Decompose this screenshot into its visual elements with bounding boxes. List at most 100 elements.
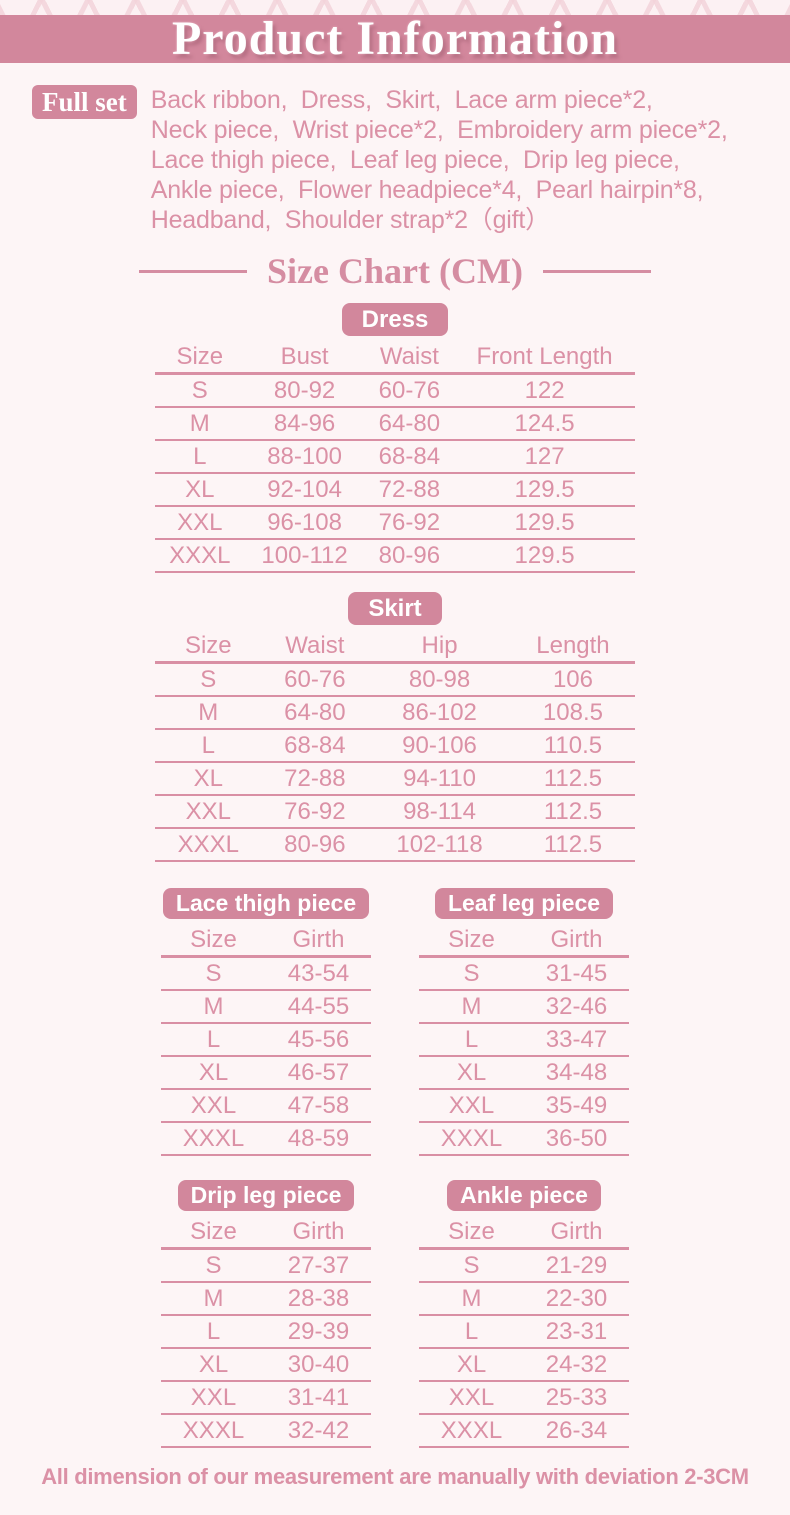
ankle-size-table: Size Girth S 21-29 M 22-30 L 23-31 XL 24-32 XXL 25… bbox=[419, 1216, 629, 1448]
header-band: Product Information bbox=[0, 15, 790, 63]
size-cell: 86-102 bbox=[402, 698, 477, 726]
leaf-leg-section: Leaf leg piece Size Girth S 31-45 M 32-46 L 33… bbox=[417, 888, 631, 1156]
size-cell: 27-37 bbox=[287, 1251, 350, 1279]
size-cell: 36-50 bbox=[545, 1124, 608, 1152]
size-cell: L bbox=[464, 1025, 479, 1053]
header-row: Size Bust Waist Front Length bbox=[155, 341, 635, 374]
table-row: XL 24-32 bbox=[419, 1348, 629, 1381]
column-header: Size bbox=[190, 1217, 237, 1245]
table-row: L 29-39 bbox=[161, 1315, 371, 1348]
size-chart-heading: Size Chart (CM) bbox=[267, 251, 523, 291]
size-cell: XXXL bbox=[182, 1124, 245, 1152]
size-cell: 22-30 bbox=[545, 1284, 608, 1312]
size-cell: 129.5 bbox=[514, 475, 575, 503]
size-cell: M bbox=[203, 1284, 224, 1312]
page-title: Product Information bbox=[171, 12, 619, 65]
size-cell: M bbox=[189, 409, 210, 437]
lace-thigh-badge: Lace thigh piece bbox=[162, 888, 370, 919]
size-cell: XXXL bbox=[177, 830, 239, 858]
full-set-contents: Back ribbon, Dress, Skirt, Lace arm piec… bbox=[150, 86, 728, 234]
size-cell: 127 bbox=[524, 442, 565, 470]
size-cell: 64-80 bbox=[378, 409, 441, 437]
skirt-size-table: Size Waist Hip Length S 60-76 80-98 106 M 64-80 8… bbox=[155, 630, 635, 862]
size-cell: 84-96 bbox=[273, 409, 336, 437]
size-cell: 32-46 bbox=[545, 992, 608, 1020]
table-row: S 21-29 bbox=[419, 1249, 629, 1282]
table-row: L 68-84 90-106 110.5 bbox=[155, 729, 635, 762]
table-row: XXXL 26-34 bbox=[419, 1414, 629, 1447]
size-cell: 23-31 bbox=[545, 1317, 608, 1345]
size-cell: 80-98 bbox=[408, 665, 471, 693]
size-cell: XXXL bbox=[182, 1416, 245, 1444]
size-cell: 72-88 bbox=[378, 475, 441, 503]
size-chart-title: Size Chart (CM) bbox=[0, 249, 790, 293]
size-cell: L bbox=[464, 1317, 479, 1345]
lace-thigh-section: Lace thigh piece Size Girth S 43-54 M 44-55 L… bbox=[159, 888, 373, 1156]
table-row: XXL 76-92 98-114 112.5 bbox=[155, 795, 635, 828]
table-row: XL 46-57 bbox=[161, 1056, 371, 1089]
size-cell: XXXL bbox=[440, 1416, 503, 1444]
table-row: L 23-31 bbox=[419, 1315, 629, 1348]
size-cell: 96-108 bbox=[267, 508, 342, 536]
size-cell: 31-45 bbox=[545, 959, 608, 987]
table-row: XL 34-48 bbox=[419, 1056, 629, 1089]
size-cell: 44-55 bbox=[287, 992, 350, 1020]
size-cell: L bbox=[206, 1025, 221, 1053]
size-cell: 112.5 bbox=[543, 764, 603, 792]
size-cell: XL bbox=[198, 1058, 229, 1086]
size-cell: 100-112 bbox=[261, 541, 348, 569]
table-row: XL 72-88 94-110 112.5 bbox=[155, 762, 635, 795]
size-cell: 47-58 bbox=[287, 1091, 350, 1119]
size-cell: 48-59 bbox=[287, 1124, 350, 1152]
table-row: S 80-92 60-76 122 bbox=[155, 374, 635, 407]
size-cell: 35-49 bbox=[545, 1091, 608, 1119]
table-row: L 45-56 bbox=[161, 1023, 371, 1056]
header-row: Size Waist Hip Length bbox=[155, 630, 635, 663]
table-row: M 64-80 86-102 108.5 bbox=[155, 696, 635, 729]
size-cell: 26-34 bbox=[545, 1416, 608, 1444]
header-row: Size Girth bbox=[419, 1216, 629, 1249]
table-row: XXL 35-49 bbox=[419, 1089, 629, 1122]
size-cell: 72-88 bbox=[284, 764, 346, 792]
drip-leg-section: Drip leg piece Size Girth S 27-37 M 28-38 L 29… bbox=[159, 1180, 373, 1448]
size-cell: 98-114 bbox=[403, 797, 477, 825]
size-cell: S bbox=[205, 1251, 222, 1279]
size-cell: 88-100 bbox=[267, 442, 342, 470]
size-cell: S bbox=[200, 665, 217, 693]
column-header: Hip bbox=[421, 631, 458, 659]
size-cell: L bbox=[193, 442, 207, 470]
size-cell: XL bbox=[456, 1058, 487, 1086]
size-cell: XXL bbox=[448, 1383, 495, 1411]
table-row: XXL 31-41 bbox=[161, 1381, 371, 1414]
size-cell: S bbox=[463, 959, 480, 987]
drip-leg-badge: Drip leg piece bbox=[177, 1180, 355, 1211]
size-cell: 31-41 bbox=[287, 1383, 350, 1411]
size-cell: 60-76 bbox=[378, 376, 441, 404]
table-row: XXL 96-108 76-92 129.5 bbox=[155, 506, 635, 539]
size-cell: XL bbox=[185, 475, 215, 503]
size-cell: 124.5 bbox=[514, 409, 575, 437]
table-row: L 33-47 bbox=[419, 1023, 629, 1056]
size-cell: 43-54 bbox=[287, 959, 350, 987]
table-row: XXXL 32-42 bbox=[161, 1414, 371, 1447]
left-dash bbox=[139, 269, 248, 273]
size-cell: 29-39 bbox=[287, 1317, 350, 1345]
table-row: XXXL 48-59 bbox=[161, 1122, 371, 1155]
header-row: Size Girth bbox=[419, 924, 629, 957]
table-row: M 84-96 64-80 124.5 bbox=[155, 407, 635, 440]
column-header: Bust bbox=[280, 342, 329, 370]
size-cell: 60-76 bbox=[284, 665, 346, 693]
size-cell: 129.5 bbox=[514, 508, 575, 536]
size-cell: L bbox=[201, 731, 215, 759]
size-cell: XXXL bbox=[169, 541, 231, 569]
leg-pieces-row-2: Drip leg piece Size Girth S 27-37 M 28-38 L 29… bbox=[0, 1180, 790, 1448]
size-cell: XXL bbox=[448, 1091, 495, 1119]
size-cell: 64-80 bbox=[284, 698, 346, 726]
measurement-note: All dimension of our measurement are man… bbox=[41, 1464, 749, 1489]
size-cell: 30-40 bbox=[287, 1350, 350, 1378]
column-header: Waist bbox=[379, 342, 439, 370]
size-cell: 90-106 bbox=[402, 731, 477, 759]
size-cell: M bbox=[461, 992, 482, 1020]
size-cell: 45-56 bbox=[287, 1025, 350, 1053]
lace-thigh-size-table: Size Girth S 43-54 M 44-55 L 45-56 XL 46-57 XXL 47… bbox=[161, 924, 371, 1156]
